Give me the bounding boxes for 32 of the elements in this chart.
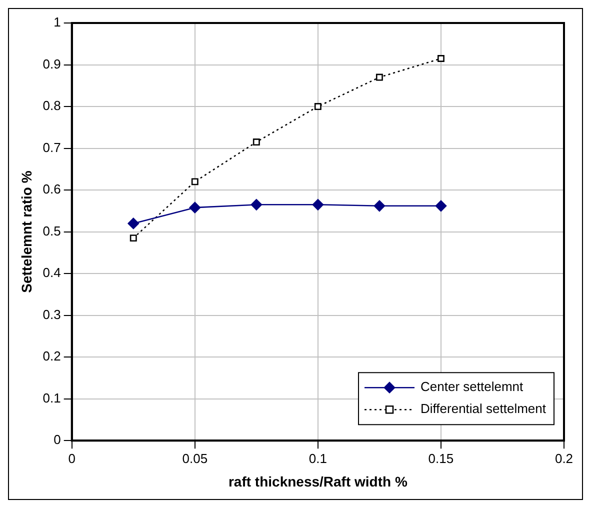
x-tick-label: 0 — [68, 450, 76, 466]
point — [376, 74, 383, 81]
y-tick-label: 0.4 — [42, 265, 61, 280]
point — [191, 178, 198, 186]
point — [437, 55, 444, 62]
legend-label: Center settelemnt — [420, 379, 524, 394]
y-tick-label: 0.7 — [42, 140, 61, 155]
point — [189, 202, 201, 214]
point — [435, 200, 447, 212]
point — [250, 199, 262, 210]
point — [314, 103, 322, 110]
point — [130, 234, 137, 242]
y-tick-label: 0.2 — [42, 348, 61, 364]
y-tick-label: 0.1 — [42, 390, 61, 406]
y-tick-label: 0 — [54, 432, 61, 448]
y-tick-label: 0.9 — [42, 56, 61, 72]
y-axis-title: Settelemnt ratio % — [18, 170, 34, 293]
point — [252, 138, 260, 146]
x-tick-label: 0.2 — [554, 450, 574, 466]
y-tick-label: 1 — [54, 14, 61, 30]
x-tick-label: 0.1 — [308, 450, 327, 466]
x-axis-title: raft thickness/Raft width % — [228, 473, 408, 490]
y-tick-label: 0.6 — [42, 182, 61, 197]
y-tick-label: 0.3 — [42, 306, 61, 322]
legend-label: Differential settelment — [420, 401, 546, 416]
y-tick-label: 0.8 — [42, 98, 61, 114]
x-tick-label: 0.15 — [428, 450, 454, 466]
point — [312, 199, 324, 210]
y-tick-label: 0.5 — [42, 223, 61, 238]
point — [128, 218, 140, 230]
x-tick-label: 0.05 — [182, 450, 208, 466]
point — [374, 200, 386, 212]
